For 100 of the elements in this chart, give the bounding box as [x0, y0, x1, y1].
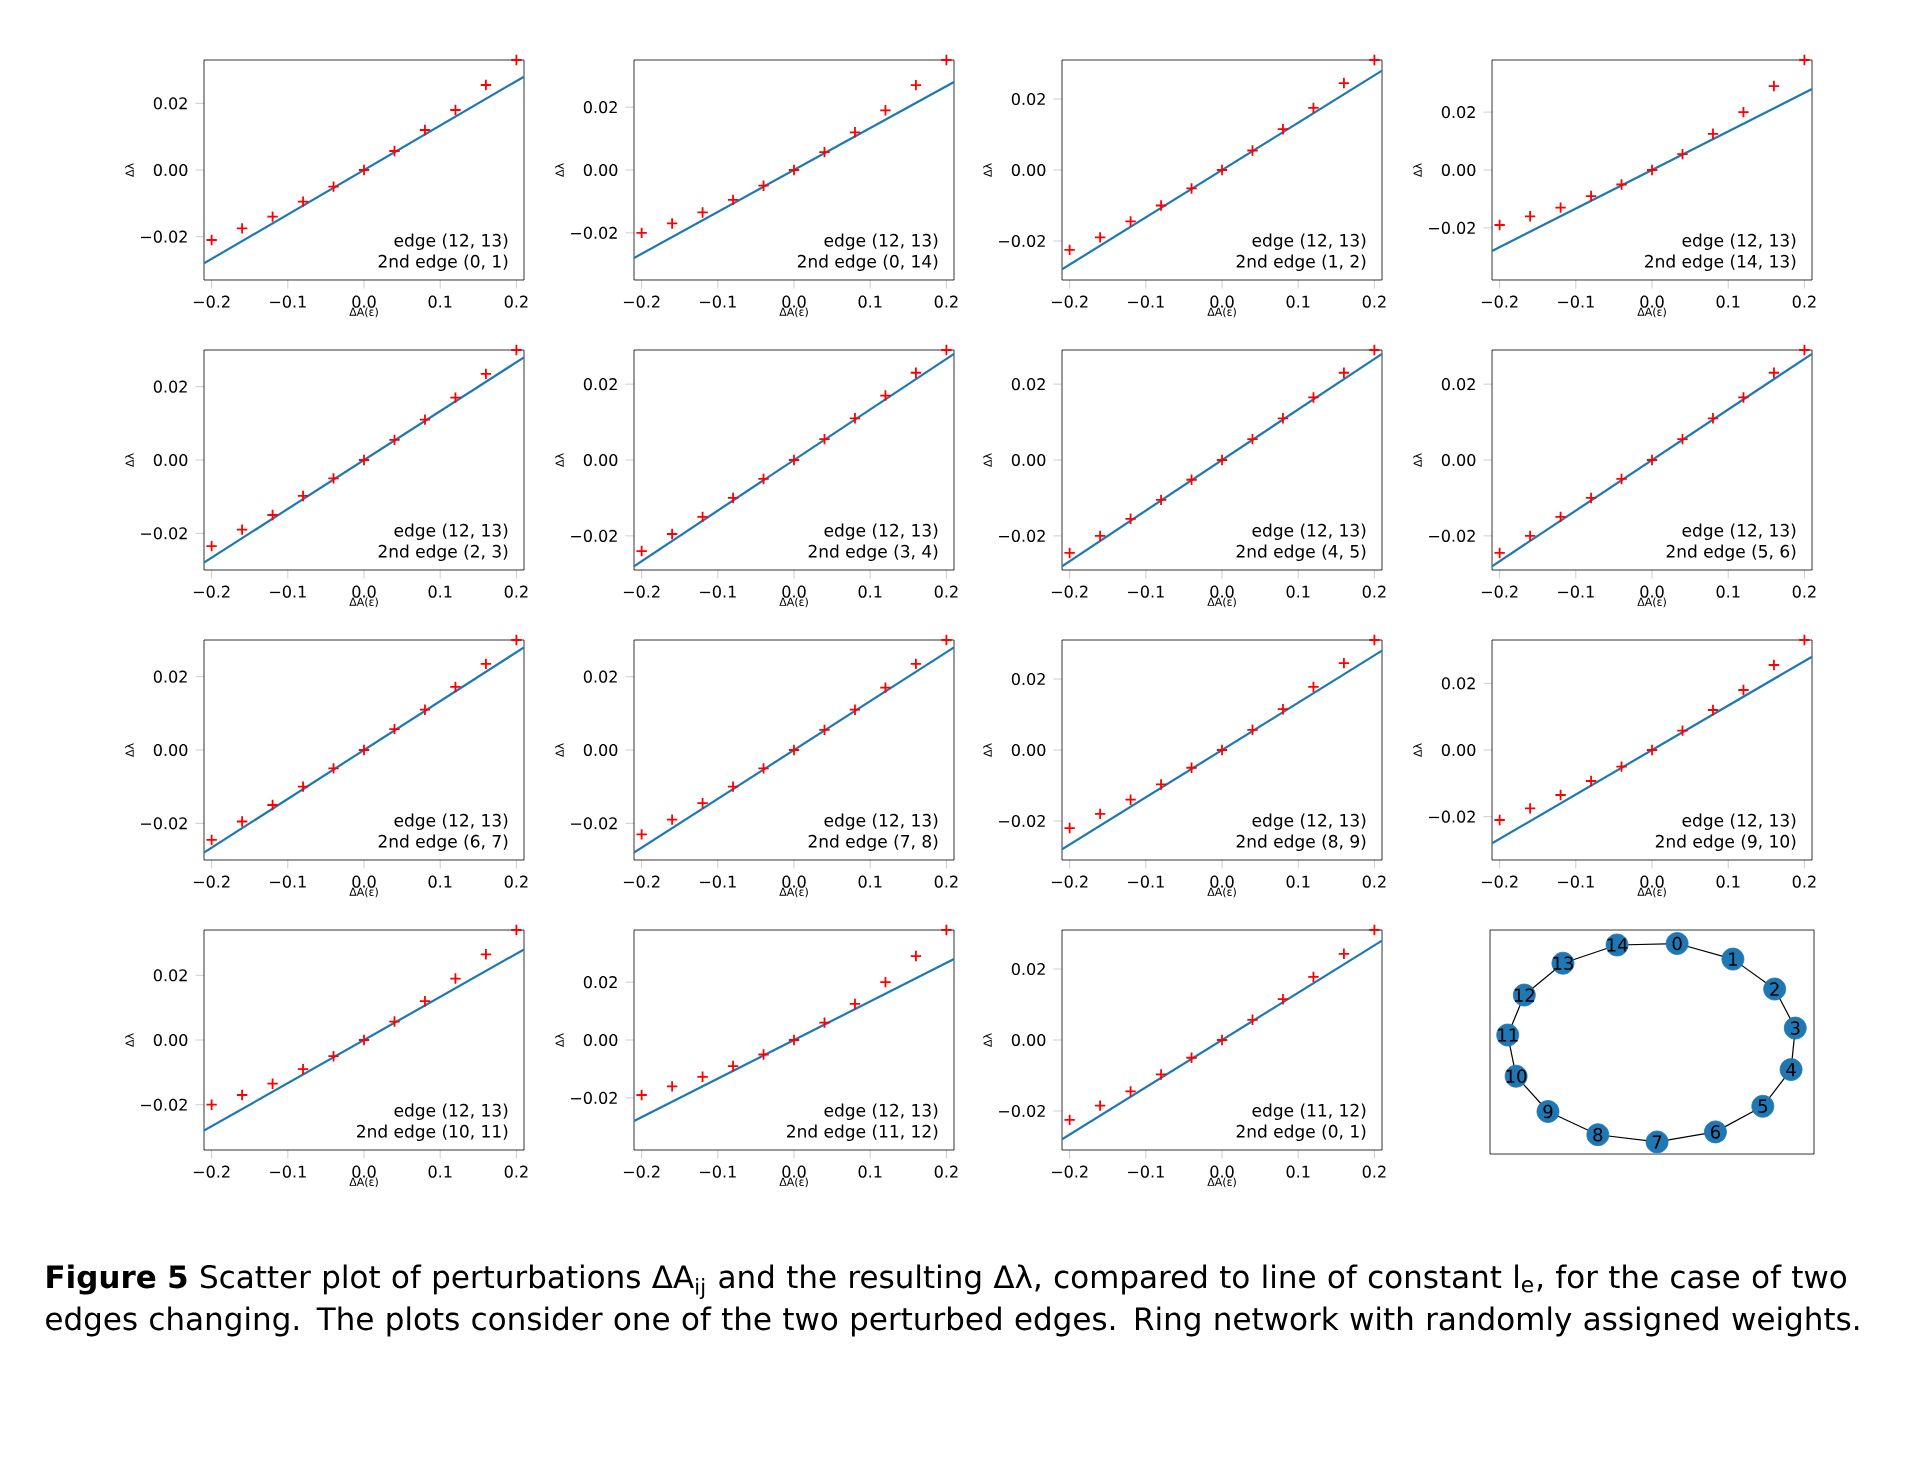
x-tick-label: −0.1 [270, 295, 306, 308]
x-tick-label: 0.0 [1210, 585, 1234, 598]
point [1676, 433, 1689, 446]
point [205, 233, 218, 247]
x-tick-label: 0.2 [504, 295, 528, 308]
x-tick-label: −0.2 [623, 875, 660, 888]
x-tick-label: −0.2 [1051, 1165, 1088, 1178]
point [1063, 821, 1076, 835]
x-tick-label: 0.2 [1362, 585, 1386, 598]
annotation: 2nd edge (4, 5) [1236, 544, 1366, 562]
point [510, 343, 523, 357]
x-tick-label: −0.1 [270, 875, 306, 888]
point [1493, 546, 1506, 560]
annotation: edge (12, 13) [1682, 523, 1796, 541]
point [1798, 343, 1811, 357]
point [879, 976, 892, 989]
point [357, 163, 371, 177]
x-tick-label: −0.1 [1558, 875, 1594, 888]
y-tick-label: 0.00 [1011, 1033, 1046, 1047]
point [1246, 1013, 1259, 1026]
point [1337, 656, 1351, 670]
y-tick-label: −0.02 [141, 230, 187, 243]
category-label: 7 [1652, 1135, 1662, 1149]
x-tick-label: 0.2 [1362, 295, 1386, 308]
point [726, 1059, 740, 1073]
point [1798, 633, 1811, 647]
x-tick-label: −0.1 [1128, 585, 1164, 598]
point [357, 1033, 371, 1047]
point [1645, 163, 1659, 177]
x-tick-label: 0.0 [1640, 295, 1664, 308]
point [848, 997, 862, 1010]
point [296, 489, 310, 503]
y-tick-label: 0.02 [153, 969, 187, 982]
y-tick-label: 0.00 [1441, 453, 1476, 467]
x-tick-label: −0.1 [700, 585, 736, 598]
point [510, 53, 523, 67]
annotation: 2nd edge (1, 2) [1236, 254, 1366, 272]
point [726, 193, 740, 206]
point [909, 657, 923, 670]
y-tick-label: 0.02 [1011, 92, 1045, 106]
x-tick-label: −0.1 [270, 585, 306, 598]
x-tick-label: 0.0 [352, 585, 376, 598]
point [1154, 778, 1168, 791]
y-tick-label: 0.00 [1011, 743, 1046, 757]
point [296, 1063, 310, 1076]
point [327, 762, 340, 775]
point [1554, 788, 1567, 802]
x-tick-label: −0.1 [1128, 295, 1164, 308]
category-label: 0 [1672, 936, 1682, 951]
point [1493, 813, 1506, 827]
point [757, 179, 770, 192]
x-tick-label: 0.2 [934, 295, 958, 308]
y-tick-label: 0.02 [583, 976, 617, 989]
point [236, 222, 249, 235]
point [1215, 743, 1229, 757]
annotation: edge (12, 13) [394, 523, 508, 540]
y-tick-label: 0.02 [583, 101, 617, 114]
point [1215, 453, 1229, 467]
annotation: edge (12, 13) [824, 523, 938, 541]
point [266, 210, 279, 223]
point [510, 633, 523, 647]
point [909, 366, 923, 379]
annotation: edge (12, 13) [394, 1103, 508, 1121]
category-label: 12 [1514, 988, 1534, 1002]
annotation: 2nd edge (9, 10) [1655, 834, 1796, 852]
point [1584, 774, 1598, 788]
point [388, 433, 401, 446]
y-tick-label: 0.00 [583, 453, 618, 467]
x-tick-label: 0.2 [504, 585, 528, 598]
point [1246, 723, 1259, 736]
point [1368, 53, 1381, 67]
x-tick-label: 0.2 [1792, 875, 1816, 888]
annotation: 2nd edge (7, 8) [808, 834, 938, 852]
point [1063, 546, 1076, 560]
category-label: 10 [1506, 1069, 1527, 1084]
point [818, 723, 831, 736]
point [1493, 218, 1506, 232]
point [1676, 147, 1689, 161]
annotation: 2nd edge (10, 11) [357, 1124, 508, 1142]
annotation: edge (12, 13) [1682, 233, 1796, 251]
annotation: edge (12, 13) [1252, 523, 1366, 541]
point [1524, 210, 1537, 223]
y-tick-label: −0.02 [571, 1091, 617, 1104]
annotation: 2nd edge (0, 14) [797, 254, 938, 272]
point [1554, 201, 1567, 214]
point [1706, 412, 1720, 425]
x-tick-label: −0.1 [700, 875, 736, 888]
y-tick-label: −0.02 [571, 226, 617, 239]
x-tick-label: −0.1 [1558, 295, 1594, 308]
x-tick-label: −0.1 [700, 295, 736, 308]
category-label: 4 [1786, 1063, 1796, 1077]
y-tick-label: 0.00 [153, 453, 188, 467]
point [1767, 658, 1781, 672]
point [205, 1098, 218, 1111]
point [1615, 178, 1628, 191]
x-tick-label: 0.2 [1792, 585, 1816, 598]
point [1124, 215, 1137, 228]
y-tick-label: 0.00 [1011, 163, 1046, 177]
point [1276, 412, 1290, 425]
annotation: edge (12, 13) [1682, 813, 1796, 831]
